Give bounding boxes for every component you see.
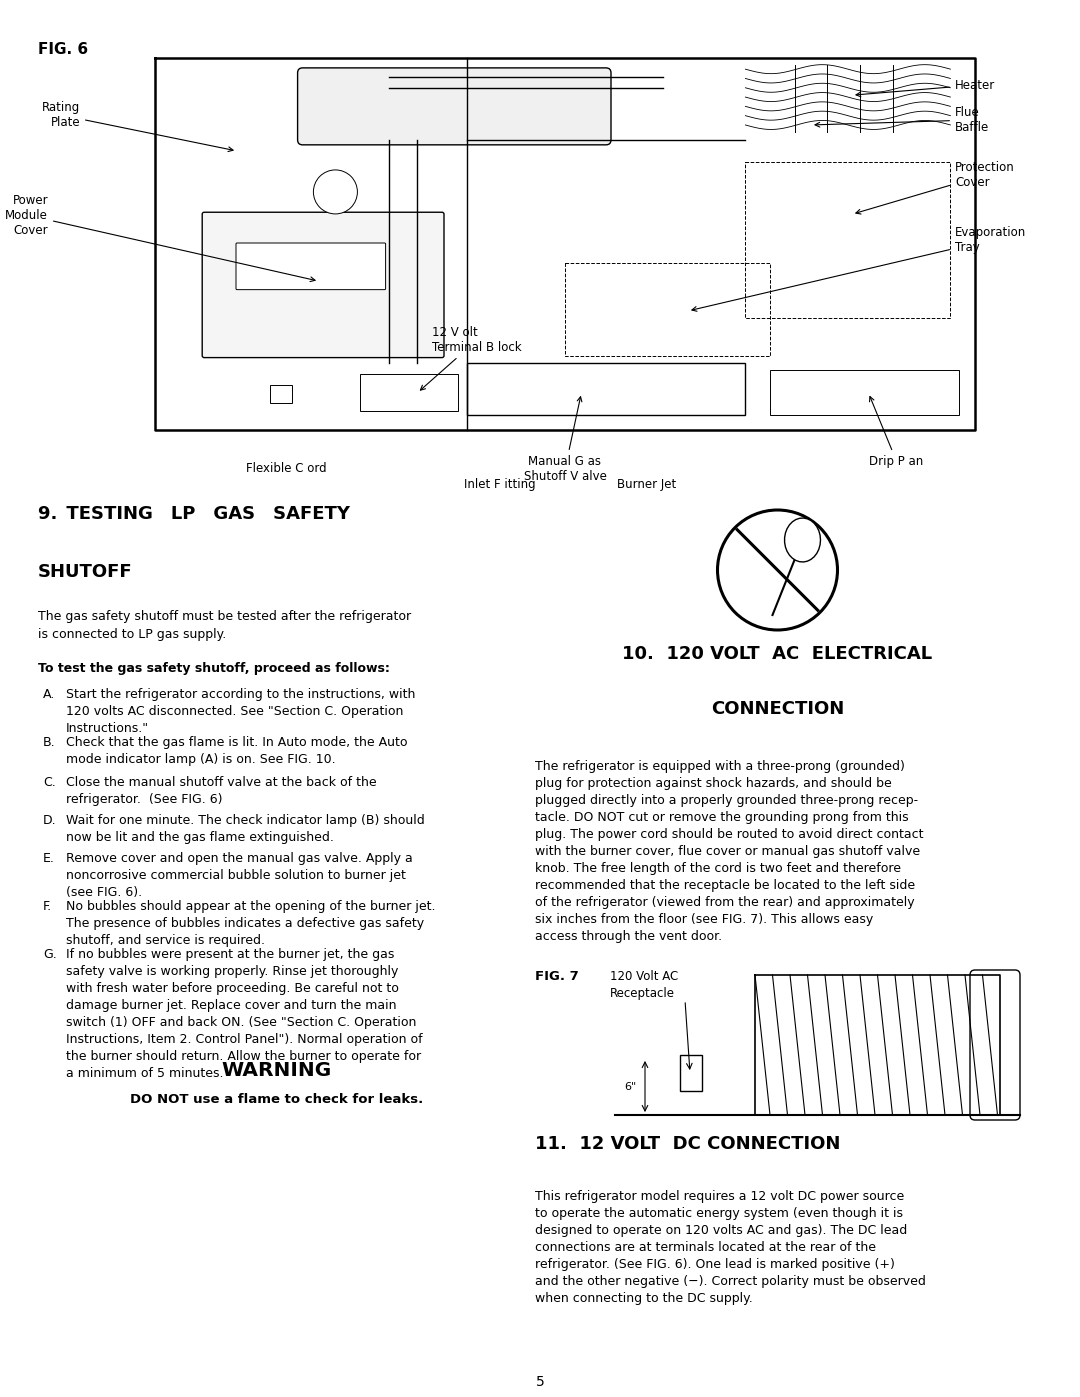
Text: 9. TESTING LP GAS SAFETY: 9. TESTING LP GAS SAFETY — [38, 504, 350, 522]
Text: Close the manual shutoff valve at the back of the
refrigerator.  (See FIG. 6): Close the manual shutoff valve at the ba… — [66, 775, 377, 806]
Text: B.: B. — [43, 736, 56, 749]
Text: Heater: Heater — [856, 78, 996, 96]
FancyBboxPatch shape — [970, 970, 1020, 1120]
FancyBboxPatch shape — [237, 243, 386, 289]
Text: F.: F. — [43, 900, 52, 914]
Text: The gas safety shutoff must be tested after the refrigerator
is connected to LP : The gas safety shutoff must be tested af… — [38, 610, 411, 640]
FancyBboxPatch shape — [202, 212, 444, 358]
Text: No bubbles should appear at the opening of the burner jet.
The presence of bubbl: No bubbles should appear at the opening … — [66, 900, 435, 947]
Text: Rating
Plate: Rating Plate — [42, 101, 233, 151]
Text: G.: G. — [43, 949, 57, 961]
Circle shape — [313, 170, 357, 214]
Text: WARNING: WARNING — [221, 1060, 332, 1080]
Text: Protection
Cover: Protection Cover — [855, 161, 1015, 214]
Text: Remove cover and open the manual gas valve. Apply a
noncorrosive commercial bubb: Remove cover and open the manual gas val… — [66, 852, 413, 900]
Text: 5: 5 — [536, 1375, 544, 1389]
Text: Inlet F itting: Inlet F itting — [463, 478, 536, 490]
Text: DO NOT use a flame to check for leaks.: DO NOT use a flame to check for leaks. — [130, 1092, 423, 1106]
Text: FIG. 6: FIG. 6 — [38, 42, 89, 57]
Text: SHUTOFF: SHUTOFF — [38, 563, 133, 581]
Text: C.: C. — [43, 775, 56, 789]
Text: Flue
Baffle: Flue Baffle — [815, 106, 989, 134]
Text: Evaporation
Tray: Evaporation Tray — [692, 226, 1026, 312]
Text: 10.  120 VOLT  AC  ELECTRICAL: 10. 120 VOLT AC ELECTRICAL — [622, 645, 932, 664]
FancyBboxPatch shape — [680, 1055, 702, 1091]
Text: 120 Volt AC
Receptacle: 120 Volt AC Receptacle — [610, 970, 678, 999]
Text: FIG. 7: FIG. 7 — [535, 970, 579, 983]
Text: Wait for one minute. The check indicator lamp (B) should
now be lit and the gas : Wait for one minute. The check indicator… — [66, 814, 424, 844]
Text: Check that the gas flame is lit. In Auto mode, the Auto
mode indicator lamp (A) : Check that the gas flame is lit. In Auto… — [66, 736, 407, 766]
Text: E.: E. — [43, 852, 55, 865]
Text: CONNECTION: CONNECTION — [711, 700, 845, 718]
Circle shape — [717, 510, 837, 630]
Text: If no bubbles were present at the burner jet, the gas
safety valve is working pr: If no bubbles were present at the burner… — [66, 949, 422, 1080]
Text: This refrigerator model requires a 12 volt DC power source
to operate the automa: This refrigerator model requires a 12 vo… — [535, 1190, 926, 1305]
Text: D.: D. — [43, 814, 56, 827]
Text: Manual G as
Shutoff V alve: Manual G as Shutoff V alve — [524, 397, 607, 483]
Text: 12 V olt
Terminal B lock: 12 V olt Terminal B lock — [420, 326, 522, 390]
Text: Start the refrigerator according to the instructions, with
120 volts AC disconne: Start the refrigerator according to the … — [66, 687, 416, 735]
Text: 6": 6" — [624, 1081, 637, 1091]
Polygon shape — [784, 518, 821, 562]
Text: Flexible C ord: Flexible C ord — [246, 462, 326, 475]
Text: Burner Jet: Burner Jet — [618, 478, 677, 490]
Text: The refrigerator is equipped with a three-prong (grounded)
plug for protection a: The refrigerator is equipped with a thre… — [535, 760, 923, 943]
FancyBboxPatch shape — [298, 68, 611, 145]
Text: A.: A. — [43, 687, 55, 701]
Text: Drip P an: Drip P an — [869, 397, 923, 468]
Text: To test the gas safety shutoff, proceed as follows:: To test the gas safety shutoff, proceed … — [38, 662, 390, 675]
Text: Power
Module
Cover: Power Module Cover — [5, 194, 315, 282]
Text: 11.  12 VOLT  DC CONNECTION: 11. 12 VOLT DC CONNECTION — [535, 1134, 840, 1153]
